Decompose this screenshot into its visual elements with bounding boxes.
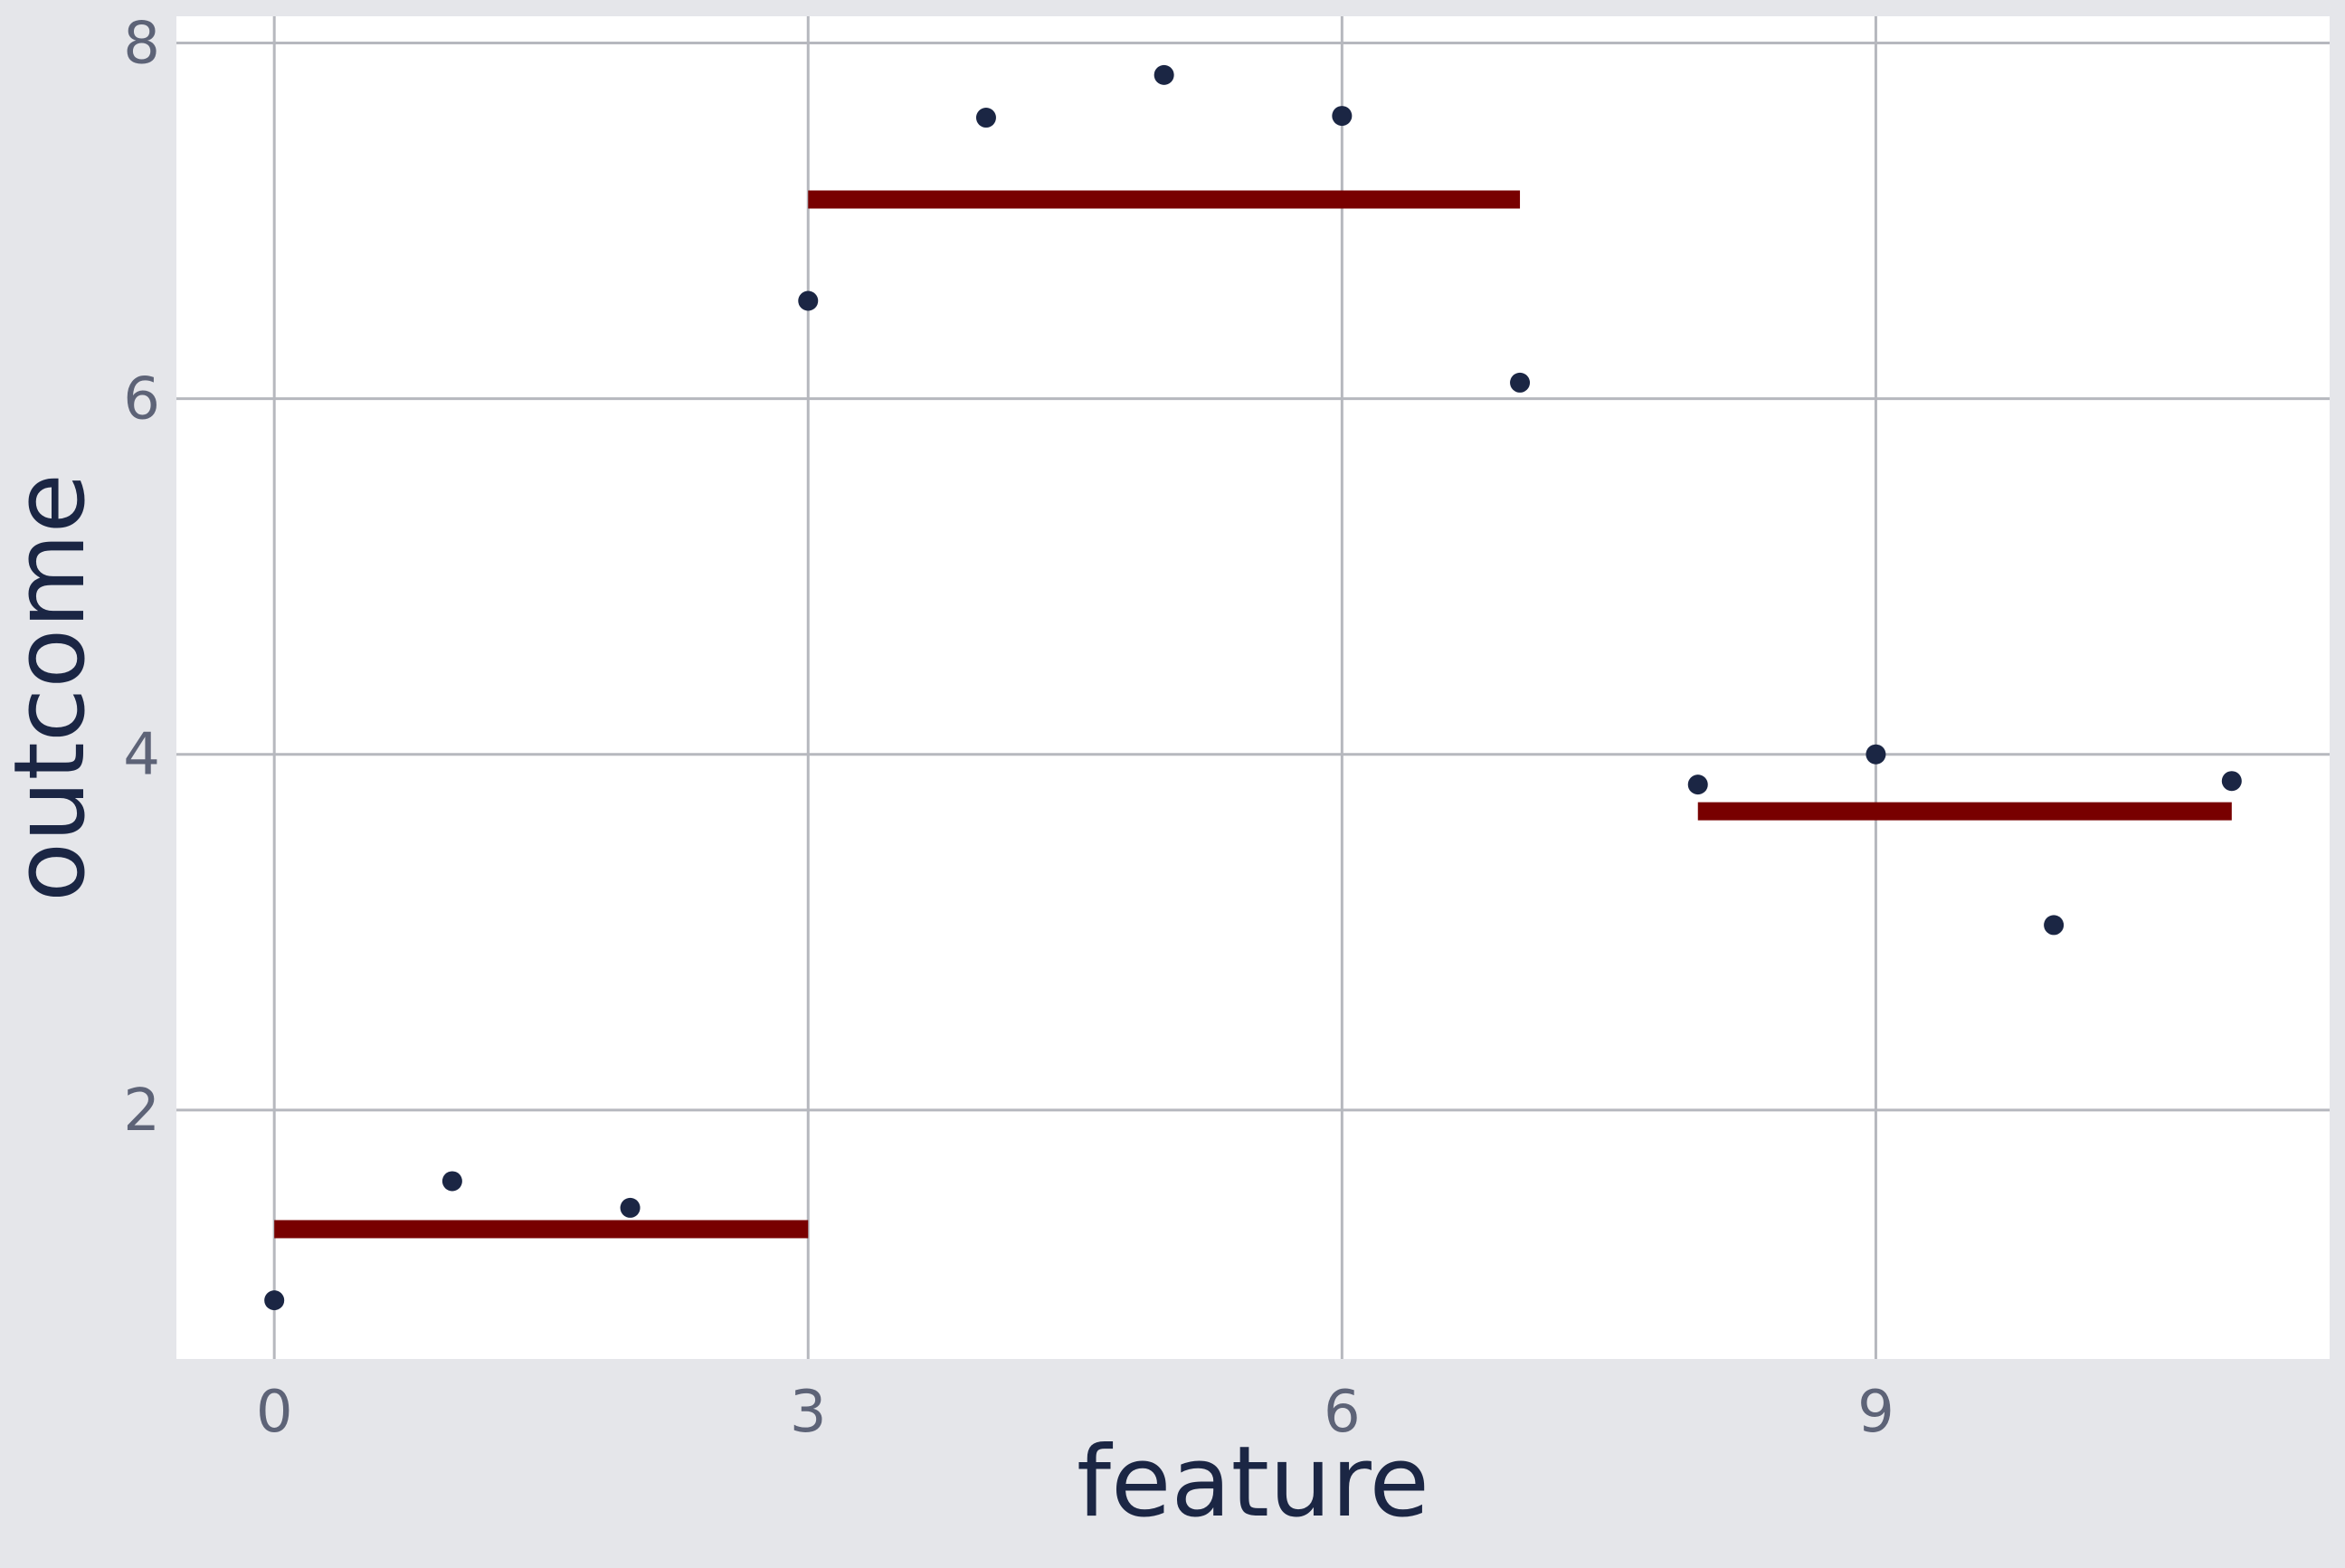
scatter-point (1332, 106, 1353, 127)
scatter-point (2044, 915, 2065, 936)
scatter-point (2221, 771, 2242, 792)
scatter-point (1866, 744, 1886, 765)
scatter-point (798, 290, 819, 311)
x-tick-label: 9 (1857, 1379, 1894, 1446)
y-tick-label: 6 (123, 366, 160, 433)
y-tick-label: 2 (123, 1078, 160, 1145)
x-tick-label: 6 (1324, 1379, 1361, 1446)
y-tick-label: 4 (123, 722, 160, 789)
step-segment-layer (274, 190, 2232, 1239)
scatter-point (975, 108, 996, 128)
scatter-point (1510, 372, 1531, 393)
x-axis-title: feature (1077, 1426, 1429, 1539)
x-tick-label: 3 (790, 1379, 827, 1446)
tick-label-layer: 0 3 6 9 2 4 6 8 (123, 10, 1894, 1446)
scatter-point (1687, 774, 1708, 795)
scatter-point (620, 1197, 641, 1218)
y-axis-title: outcome (0, 473, 107, 902)
scatter-point (441, 1171, 462, 1192)
plot-panel (176, 16, 2330, 1359)
grid-layer (176, 16, 2330, 1359)
scatter-point-layer (264, 64, 2242, 1311)
scatter-point (264, 1290, 285, 1311)
x-tick-label: 0 (256, 1379, 293, 1446)
scatter-point (1154, 64, 1174, 85)
y-tick-label: 8 (123, 10, 160, 77)
